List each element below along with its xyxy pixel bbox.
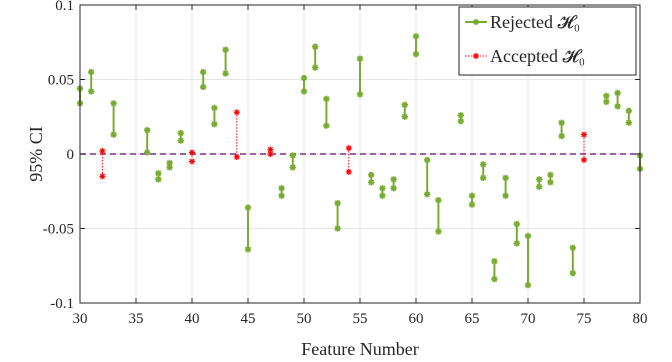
y-tick-label-3: 0.05 <box>48 73 74 89</box>
accepted-interval-32 <box>99 148 106 180</box>
rejected-interval-78 <box>614 89 621 110</box>
accepted-interval-54 <box>345 145 352 175</box>
accepted-interval-40 <box>189 149 195 165</box>
rejected-interval-57 <box>379 185 386 199</box>
rejected-interval-58 <box>390 176 397 192</box>
rejected-interval-69 <box>513 220 520 247</box>
x-tick-label-8: 70 <box>521 311 536 327</box>
rejected-interval-74 <box>569 244 576 277</box>
rejected-interval-38 <box>166 159 173 171</box>
rejected-interval-65 <box>468 192 476 208</box>
y-tick-label-4: 0.1 <box>55 0 74 14</box>
legend-entry-rejected: Rejected 𝓗₀ <box>465 12 580 32</box>
rejected-interval-43 <box>222 46 229 77</box>
legend-box <box>458 6 637 76</box>
rejected-interval-77 <box>603 92 610 106</box>
rejected-interval-53 <box>334 199 341 232</box>
x-tick-label-0: 30 <box>73 311 88 327</box>
x-tick-label-1: 35 <box>129 311 144 327</box>
x-tick-label-2: 40 <box>185 311 200 327</box>
legend-label-accepted: Accepted 𝓗₀ <box>490 46 585 66</box>
rejected-interval-67 <box>491 258 498 283</box>
x-tick-label-7: 65 <box>465 311 480 327</box>
y-axis-label: 95% CI <box>26 126 46 182</box>
rejected-interval-64 <box>457 112 464 125</box>
axis-ticks: 30 35 40 45 50 55 60 65 70 75 80 -0.1 -0.05 0 0.05 0.1 <box>43 0 648 327</box>
rejected-interval-39 <box>177 129 184 144</box>
x-tick-label-10: 80 <box>633 311 648 327</box>
rejected-interval-51 <box>312 43 319 71</box>
accepted-interval-75 <box>581 131 587 163</box>
series-layer <box>76 33 644 289</box>
rejected-interval-62 <box>435 196 442 235</box>
x-tick-label-4: 50 <box>297 311 312 327</box>
rejected-interval-52 <box>323 95 330 129</box>
rejected-interval-31 <box>88 68 95 95</box>
rejected-interval-50 <box>300 74 308 95</box>
legend-marker-accepted <box>473 53 479 59</box>
legend-marker-rejected <box>473 19 479 25</box>
rejected-interval-72 <box>547 171 554 186</box>
y-tick-label-2: 0 <box>67 147 75 163</box>
x-tick-label-9: 75 <box>577 311 592 327</box>
rejected-interval-56 <box>368 171 375 186</box>
rejected-interval-71 <box>536 176 543 190</box>
rejected-interval-60 <box>412 33 420 58</box>
accepted-interval-47 <box>267 146 274 157</box>
x-axis-label: Feature Number <box>301 339 418 359</box>
rejected-interval-73 <box>558 119 565 140</box>
rejected-interval-61 <box>424 156 431 198</box>
rejected-interval-37 <box>155 170 162 183</box>
rejected-interval-55 <box>356 55 364 98</box>
x-tick-label-6: 60 <box>409 311 424 327</box>
rejected-interval-68 <box>502 174 509 199</box>
series-rejected <box>76 33 644 289</box>
legend-label-rejected: Rejected 𝓗₀ <box>490 12 580 32</box>
legend: Rejected 𝓗₀ Accepted 𝓗₀ <box>458 6 637 76</box>
rejected-interval-66 <box>480 161 487 182</box>
rejected-interval-36 <box>144 126 151 156</box>
rejected-interval-70 <box>524 232 532 289</box>
y-tick-label-0: -0.1 <box>50 296 74 312</box>
rejected-interval-79 <box>625 107 632 126</box>
rejected-interval-42 <box>211 104 218 128</box>
rejected-interval-48 <box>278 185 285 199</box>
legend-entry-accepted: Accepted 𝓗₀ <box>465 46 585 66</box>
rejected-interval-45 <box>244 204 252 253</box>
rejected-interval-59 <box>401 101 408 120</box>
x-tick-label-3: 45 <box>241 311 256 327</box>
rejected-interval-49 <box>289 152 296 171</box>
rejected-interval-33 <box>110 100 117 138</box>
x-tick-label-5: 55 <box>353 311 368 327</box>
y-tick-label-1: -0.05 <box>43 222 74 238</box>
accepted-interval-44 <box>233 109 240 160</box>
series-accepted <box>99 109 587 180</box>
rejected-interval-41 <box>200 68 207 91</box>
